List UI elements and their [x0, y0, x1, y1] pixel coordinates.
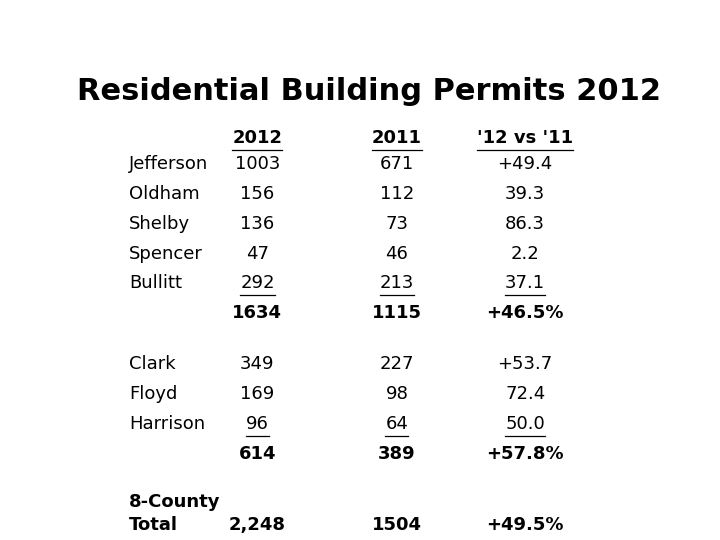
Text: 73: 73 — [385, 214, 408, 233]
Text: 46: 46 — [385, 245, 408, 262]
Text: 39.3: 39.3 — [505, 185, 545, 202]
Text: 37.1: 37.1 — [505, 274, 545, 293]
Text: +57.8%: +57.8% — [487, 445, 564, 463]
Text: 227: 227 — [379, 355, 414, 373]
Text: Shelby: Shelby — [129, 214, 190, 233]
Text: Clark: Clark — [129, 355, 176, 373]
Text: 1003: 1003 — [235, 154, 280, 173]
Text: 2,248: 2,248 — [229, 516, 286, 535]
Text: Jefferson: Jefferson — [129, 154, 208, 173]
Text: 112: 112 — [379, 185, 414, 202]
Text: 156: 156 — [240, 185, 274, 202]
Text: 1504: 1504 — [372, 516, 422, 535]
Text: +49.5%: +49.5% — [487, 516, 564, 535]
Text: 389: 389 — [378, 445, 415, 463]
Text: 349: 349 — [240, 355, 274, 373]
Text: 136: 136 — [240, 214, 274, 233]
Text: '12 vs '11: '12 vs '11 — [477, 129, 573, 147]
Text: Bullitt: Bullitt — [129, 274, 182, 293]
Text: +49.4: +49.4 — [498, 154, 553, 173]
Text: 72.4: 72.4 — [505, 385, 545, 403]
Text: 50.0: 50.0 — [505, 415, 545, 433]
Text: 64: 64 — [385, 415, 408, 433]
Text: 1115: 1115 — [372, 305, 422, 322]
Text: Spencer: Spencer — [129, 245, 203, 262]
Text: +53.7: +53.7 — [498, 355, 553, 373]
Text: 169: 169 — [240, 385, 274, 403]
Text: 614: 614 — [238, 445, 276, 463]
Text: 671: 671 — [379, 154, 414, 173]
Text: Oldham: Oldham — [129, 185, 199, 202]
Text: 8-County: 8-County — [129, 493, 220, 511]
Text: 292: 292 — [240, 274, 274, 293]
Text: 98: 98 — [385, 385, 408, 403]
Text: Harrison: Harrison — [129, 415, 205, 433]
Text: 213: 213 — [379, 274, 414, 293]
Text: Floyd: Floyd — [129, 385, 177, 403]
Text: 2012: 2012 — [233, 129, 282, 147]
Text: Residential Building Permits 2012: Residential Building Permits 2012 — [77, 77, 661, 106]
Text: 96: 96 — [246, 415, 269, 433]
Text: 86.3: 86.3 — [505, 214, 545, 233]
Text: +46.5%: +46.5% — [487, 305, 564, 322]
Text: 47: 47 — [246, 245, 269, 262]
Text: 2.2: 2.2 — [511, 245, 539, 262]
Text: 2011: 2011 — [372, 129, 422, 147]
Text: 1634: 1634 — [233, 305, 282, 322]
Text: Total: Total — [129, 516, 178, 535]
